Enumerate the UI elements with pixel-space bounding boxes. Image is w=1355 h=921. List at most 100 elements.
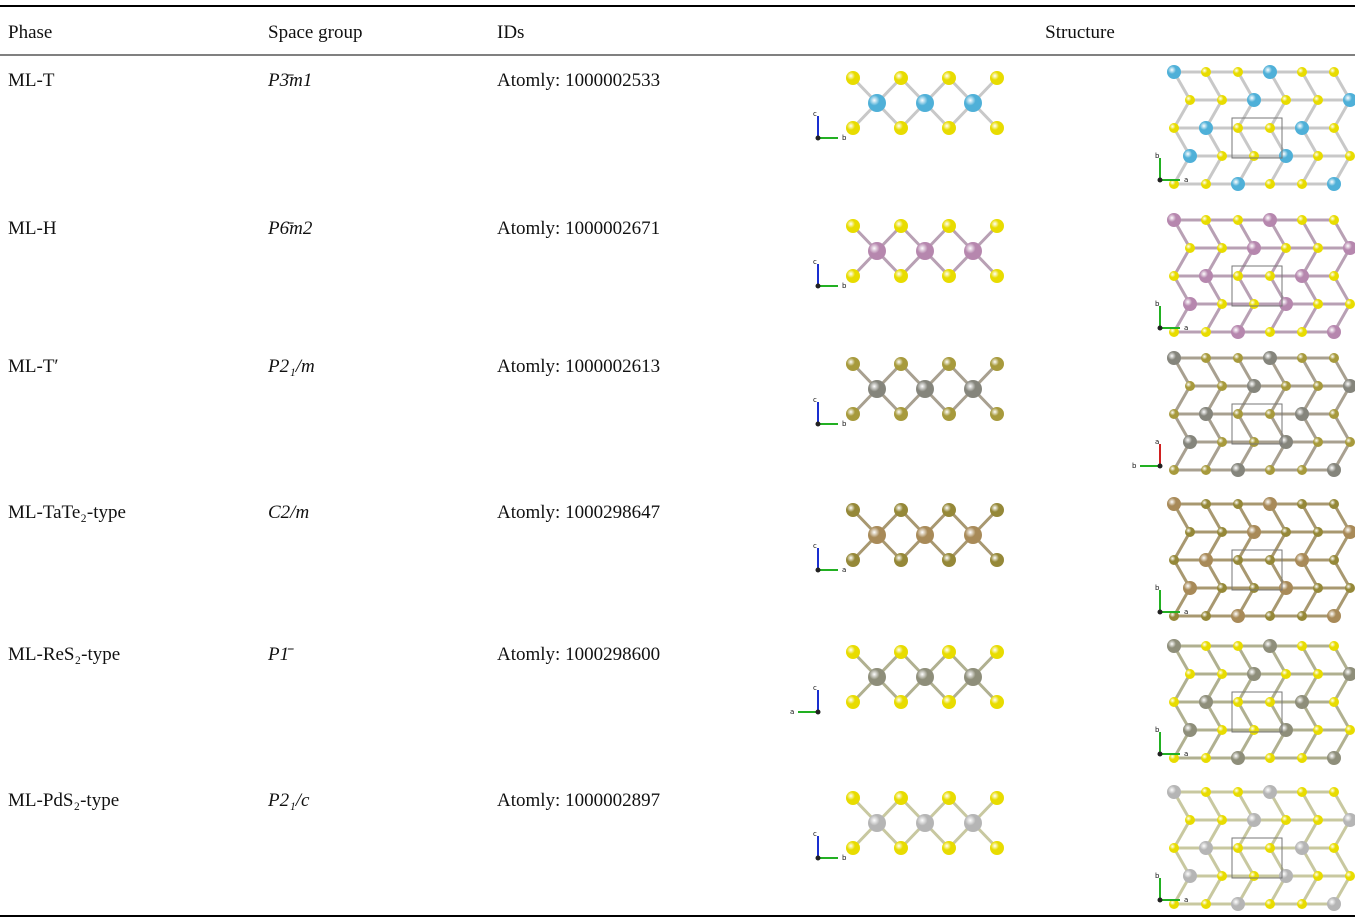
atom	[916, 380, 934, 398]
atom	[1327, 751, 1341, 765]
atom	[1265, 179, 1275, 189]
atom	[1249, 151, 1259, 161]
axis-label: b	[842, 854, 847, 862]
atom	[942, 695, 956, 709]
atom	[846, 503, 860, 517]
atom	[1345, 299, 1355, 309]
atom	[1249, 437, 1259, 447]
axis-label: a	[1155, 438, 1159, 446]
atom	[1263, 351, 1277, 365]
atom	[1265, 753, 1275, 763]
atom	[1263, 65, 1277, 79]
atom	[1167, 65, 1181, 79]
atom	[1217, 583, 1227, 593]
atom	[1313, 437, 1323, 447]
atom	[1297, 327, 1307, 337]
atom	[1217, 725, 1227, 735]
atom	[1327, 897, 1341, 911]
axis-label: a	[1184, 608, 1188, 616]
atom	[1327, 609, 1341, 623]
atom	[846, 553, 860, 567]
atom	[1265, 555, 1275, 565]
axis-label: a	[1184, 176, 1188, 184]
atom	[1247, 525, 1261, 539]
atom	[1185, 815, 1195, 825]
atom	[1201, 327, 1211, 337]
atom	[1343, 667, 1355, 681]
axis-label: c	[813, 684, 817, 692]
atom	[990, 219, 1004, 233]
atom	[990, 357, 1004, 371]
atom	[942, 269, 956, 283]
atom	[916, 814, 934, 832]
header-cell: Structure	[1045, 22, 1115, 43]
atom	[1329, 843, 1339, 853]
atom	[1199, 407, 1213, 421]
atom	[942, 503, 956, 517]
atom	[942, 121, 956, 135]
atom	[1313, 527, 1323, 537]
axis-label: b	[1155, 726, 1160, 734]
atom	[1233, 555, 1243, 565]
atom	[1295, 841, 1309, 855]
atom	[1297, 899, 1307, 909]
axis-label: c	[813, 396, 817, 404]
space-group-cell: P2₁/m	[267, 356, 315, 377]
axis-origin	[1158, 178, 1163, 183]
atom	[1233, 215, 1243, 225]
atom	[894, 695, 908, 709]
atom	[1297, 611, 1307, 621]
phase-cell: ML-T	[8, 70, 55, 91]
axis-origin	[816, 710, 821, 715]
id-cell: Atomly: 1000298600	[497, 644, 660, 665]
atom	[1343, 813, 1355, 827]
atom	[1199, 695, 1213, 709]
atom	[1329, 67, 1339, 77]
atom	[1263, 497, 1277, 511]
atom	[1185, 95, 1195, 105]
atom	[1295, 695, 1309, 709]
atom	[1169, 465, 1179, 475]
atom	[1217, 95, 1227, 105]
atom	[1265, 465, 1275, 475]
atom	[1329, 215, 1339, 225]
atom	[916, 668, 934, 686]
atom	[1233, 787, 1243, 797]
atom	[1169, 409, 1179, 419]
atom	[894, 219, 908, 233]
atom	[1199, 841, 1213, 855]
atom	[894, 841, 908, 855]
atom	[1217, 871, 1227, 881]
atom	[868, 94, 886, 112]
atom	[1265, 611, 1275, 621]
space-group-cell: P2₁/c	[267, 790, 310, 811]
atom	[1231, 325, 1245, 339]
atom	[1313, 151, 1323, 161]
atom	[1265, 327, 1275, 337]
atom	[1279, 149, 1293, 163]
atom	[1281, 243, 1291, 253]
atom	[942, 219, 956, 233]
atom	[1169, 843, 1179, 853]
atom	[846, 407, 860, 421]
atom	[1265, 843, 1275, 853]
atom	[1345, 583, 1355, 593]
atom	[894, 71, 908, 85]
atom	[1297, 465, 1307, 475]
atom	[1249, 725, 1259, 735]
atom	[1327, 177, 1341, 191]
atom	[942, 357, 956, 371]
space-group-cell: C2/m	[268, 502, 309, 523]
atom	[990, 71, 1004, 85]
atom	[1297, 787, 1307, 797]
atom	[1313, 299, 1323, 309]
id-cell: Atomly: 1000002533	[497, 70, 660, 91]
atom	[1201, 215, 1211, 225]
axis-origin	[1158, 752, 1163, 757]
atom	[868, 242, 886, 260]
atom	[1297, 499, 1307, 509]
phase-cell: ML-T′	[8, 356, 59, 377]
atom	[964, 526, 982, 544]
atom	[1279, 869, 1293, 883]
atom	[1297, 353, 1307, 363]
